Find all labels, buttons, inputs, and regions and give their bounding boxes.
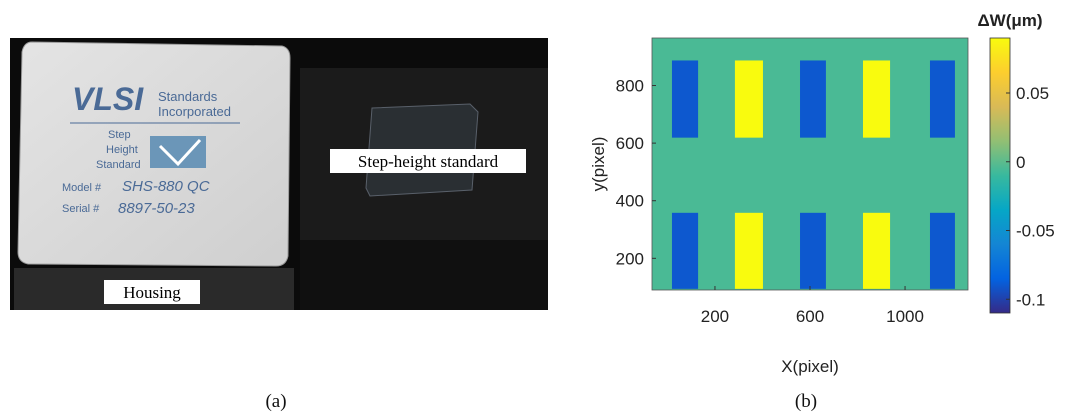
company: Standards — [158, 89, 218, 104]
y-tick-label: 600 — [616, 134, 644, 153]
figure: VLSI Standards Incorporated Step Height … — [0, 0, 1065, 417]
heatmap-region — [863, 60, 890, 137]
x-tick-label: 600 — [796, 307, 824, 326]
colorbar-tick-label: 0.05 — [1016, 84, 1049, 103]
model: SHS-880 QC — [122, 178, 210, 195]
x-tick-label: 1000 — [886, 307, 924, 326]
colorbar-tick-label: -0.1 — [1016, 290, 1045, 309]
company: Incorporated — [158, 104, 231, 119]
colorbar-tick-label: -0.05 — [1016, 222, 1055, 241]
y-tick-label: 800 — [616, 77, 644, 96]
photo-label: Housing — [123, 283, 181, 302]
heatmap-region — [863, 213, 890, 289]
serial-label: Serial # — [62, 203, 100, 215]
photo: VLSI Standards Incorporated Step Height … — [10, 38, 548, 310]
heatmap-region — [930, 213, 955, 289]
colorbar-tick-label: 0 — [1016, 153, 1025, 172]
photo-label: Step-height standard — [358, 152, 499, 171]
colorbar-label: ΔW(μm) — [977, 11, 1042, 30]
y-tick-label: 200 — [616, 249, 644, 268]
caption: (a) — [265, 391, 286, 412]
heatmap-region — [930, 60, 955, 137]
brand: VLSI — [72, 81, 144, 117]
heatmap-region — [735, 213, 763, 289]
heatmap-region — [672, 60, 698, 137]
caption: (b) — [795, 391, 817, 412]
model-label: Model # — [62, 182, 102, 194]
product: Step — [108, 129, 131, 141]
serial: 8897-50-23 — [118, 200, 195, 217]
heatmap-region — [800, 213, 826, 289]
block-base — [300, 240, 548, 310]
y-tick-label: 400 — [616, 192, 644, 211]
x-axis-label: X(pixel) — [781, 357, 839, 376]
heatmap-region — [800, 60, 826, 137]
product: Standard — [96, 159, 141, 171]
product: Height — [106, 144, 138, 156]
heatmap-region — [672, 213, 698, 289]
colorbar — [990, 38, 1010, 313]
y-axis-label: y(pixel) — [589, 137, 608, 192]
x-tick-label: 200 — [701, 307, 729, 326]
heatmap-region — [735, 60, 763, 137]
